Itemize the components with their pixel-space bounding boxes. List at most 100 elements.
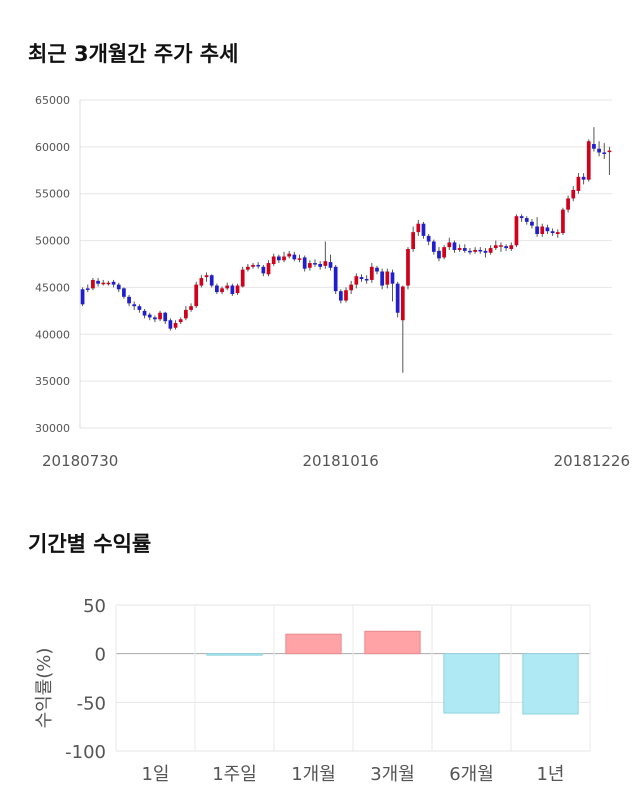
price-y-tick-label: 55000 (35, 188, 70, 201)
price-y-tick-label: 35000 (35, 375, 70, 388)
price-chart-title: 최근 3개월간 주가 추세 (28, 42, 239, 66)
candle-body (168, 320, 173, 329)
price-y-tick-label: 65000 (35, 94, 70, 107)
candle-body (514, 216, 519, 246)
candle-body (282, 256, 286, 261)
candle-body (416, 223, 421, 233)
candle-body (457, 248, 462, 250)
candle-body (287, 253, 292, 257)
candle-body (426, 235, 431, 242)
candle-body (204, 275, 209, 278)
candle-body (400, 286, 405, 321)
candle-body (261, 266, 266, 274)
candle-body (354, 276, 359, 285)
candle-body (488, 248, 493, 253)
candle-body (385, 271, 390, 285)
candle-body (111, 281, 116, 285)
candle-body (225, 285, 230, 289)
price-candlestick-chart: 65000 60000 55000 50000 45000 40000 35000 30000… (35, 94, 630, 470)
candle-body (266, 263, 271, 275)
candle-body (545, 227, 550, 232)
candle-body (142, 310, 147, 316)
candle-body (555, 232, 560, 235)
candle-body (240, 269, 245, 287)
candle-body (246, 266, 250, 270)
candle-body (452, 242, 457, 250)
return-bar (206, 653, 263, 656)
return-bar (522, 653, 579, 715)
price-y-tick-label: 50000 (35, 235, 70, 248)
candle-body (421, 223, 426, 236)
candle-body (550, 231, 555, 234)
candle-body (297, 258, 302, 260)
candle-body (540, 226, 545, 235)
candle-body (80, 289, 85, 305)
candle-body (349, 284, 354, 291)
candle-body (524, 218, 529, 222)
candle-body (235, 285, 240, 294)
candle-body (323, 261, 328, 266)
return-y-tick-label: 50 (83, 596, 106, 617)
price-y-tick-label: 45000 (35, 281, 70, 294)
candle-body (96, 280, 100, 284)
return-x-tick-label: 1일 (141, 764, 169, 785)
candle-body (369, 266, 374, 280)
candle-body (571, 189, 576, 199)
candle-body (163, 312, 168, 322)
price-y-tick-label: 40000 (35, 328, 70, 341)
candle-body (137, 306, 142, 310)
candle-body (153, 317, 157, 320)
candle-body (359, 277, 364, 279)
price-x-tick-label: 20180730 (42, 452, 118, 470)
candle-body (499, 245, 503, 247)
price-y-tick-label: 30000 (35, 422, 70, 435)
candle-body (173, 323, 178, 328)
candle-body (395, 283, 400, 313)
candle-body (215, 285, 219, 293)
price-x-tick-label: 20181016 (303, 452, 379, 470)
candle-body (333, 266, 338, 292)
candle-body (473, 249, 477, 252)
candle-body (406, 249, 410, 286)
candle-body (566, 198, 570, 210)
return-y-axis-title: 수익률(%) (34, 648, 55, 729)
candle-body (447, 242, 452, 248)
candle-body (318, 264, 323, 267)
return-x-tick-label: 3개월 (370, 764, 415, 785)
return-bar (364, 630, 421, 655)
candle-body (127, 296, 131, 304)
candle-body (602, 152, 607, 154)
candle-body (189, 306, 193, 310)
candle-body (535, 226, 539, 235)
candle-body (271, 256, 276, 264)
candle-body (220, 288, 224, 293)
candle-body (504, 246, 508, 249)
candle-body (209, 275, 214, 286)
return-x-tick-label: 1년 (536, 764, 564, 785)
candle-body (592, 144, 596, 149)
candle-body (251, 264, 255, 267)
candle-body (344, 290, 348, 301)
candle-body (530, 221, 534, 226)
return-x-tick-label: 1개월 (291, 764, 336, 785)
candle-body (199, 278, 204, 286)
candle-body (442, 247, 446, 258)
candle-body (380, 271, 385, 286)
candle-body (364, 278, 369, 281)
candle-body (390, 272, 395, 284)
candle-body (230, 285, 235, 294)
candle-body (478, 249, 483, 252)
candle-body (106, 282, 111, 285)
candle-body (178, 319, 183, 323)
candle-body (576, 176, 581, 191)
candle-body (431, 241, 436, 252)
candle-body (519, 216, 524, 219)
candle-body (462, 248, 467, 251)
candle-body (292, 254, 297, 260)
candle-body (411, 232, 416, 250)
return-y-tick-label: -50 (77, 693, 106, 714)
candle-body (302, 257, 307, 269)
candle-body (493, 245, 498, 249)
candle-body (338, 291, 343, 301)
